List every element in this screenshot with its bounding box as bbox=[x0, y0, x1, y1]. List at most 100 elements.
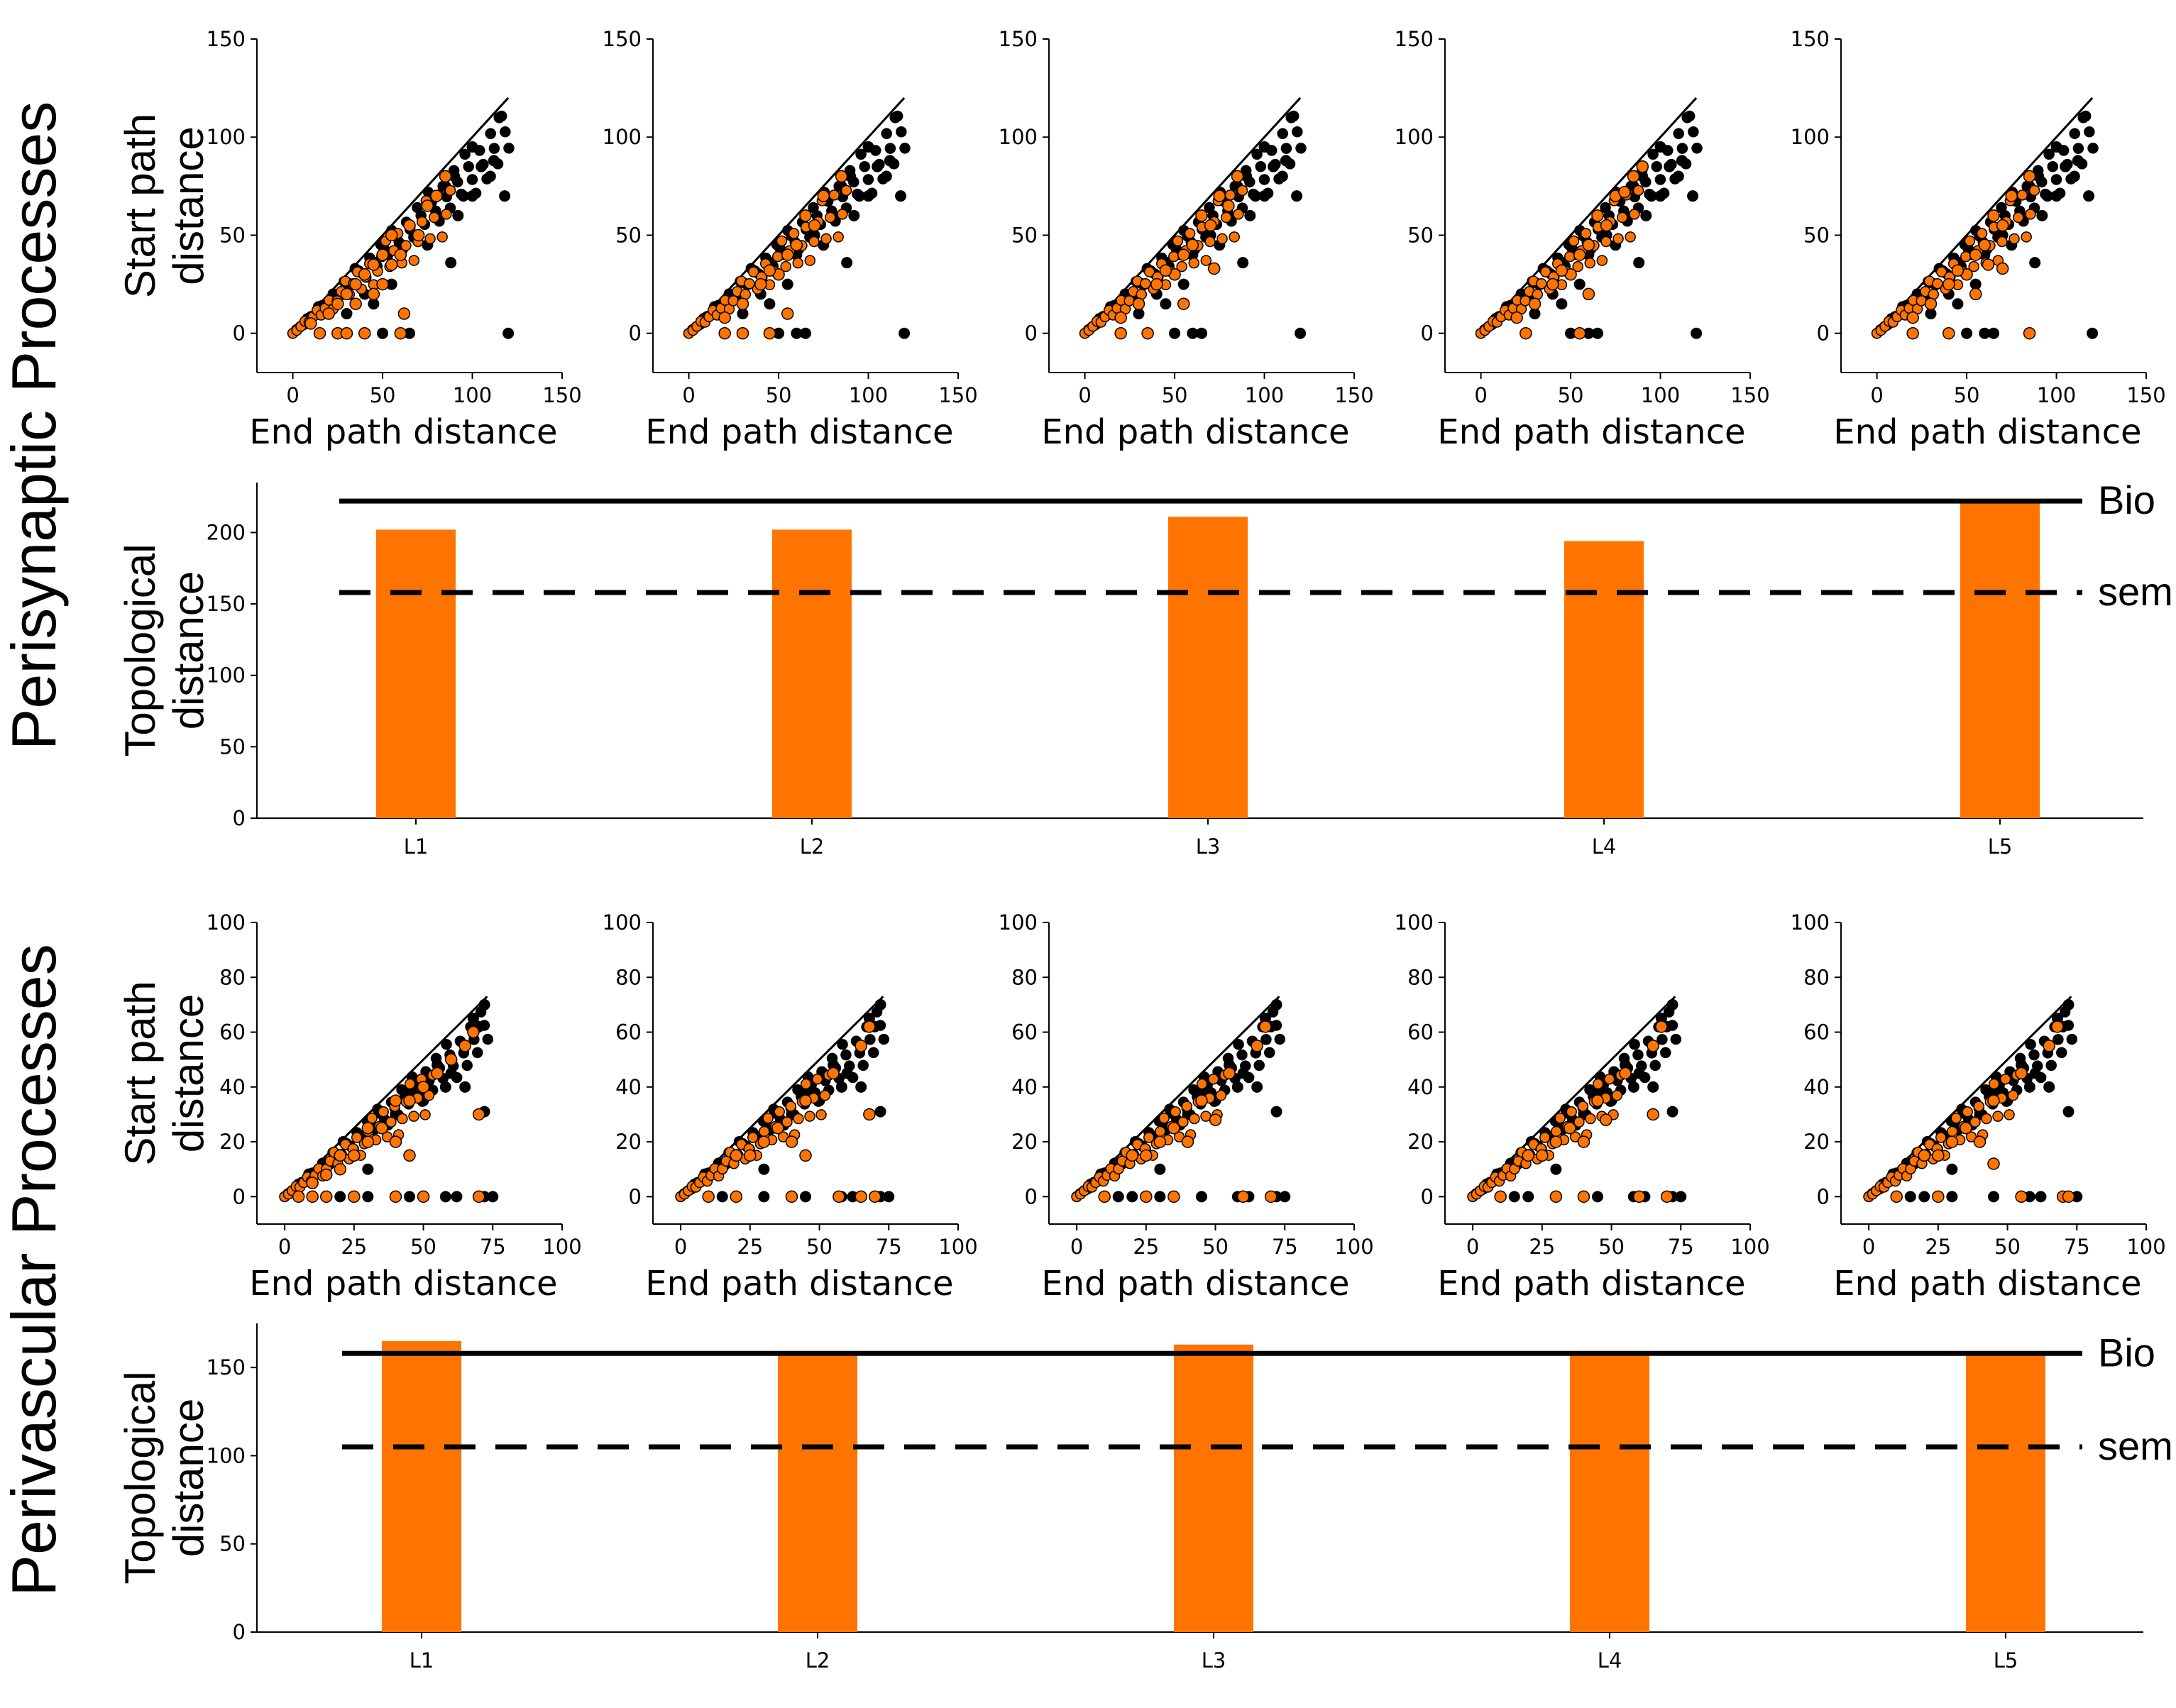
bio-point bbox=[2047, 160, 2059, 172]
model-point bbox=[1153, 1135, 1167, 1148]
bio-point bbox=[758, 1163, 770, 1175]
model-point bbox=[2013, 211, 2024, 224]
bar-l5 bbox=[1960, 502, 2040, 818]
bio-point bbox=[1666, 998, 1678, 1010]
bio-point bbox=[1629, 1039, 1640, 1050]
model-point bbox=[1999, 1073, 2011, 1085]
x-tick-label: L4 bbox=[1598, 1648, 1622, 1673]
bio-point bbox=[1255, 160, 1267, 172]
x-tick-label: 100 bbox=[1641, 383, 1680, 407]
model-point bbox=[1167, 1122, 1180, 1135]
model-point bbox=[757, 1135, 771, 1148]
model-point bbox=[808, 236, 820, 248]
model-point bbox=[385, 1116, 397, 1128]
model-point bbox=[863, 1108, 876, 1121]
bio-point bbox=[476, 160, 488, 172]
x-tick-label: L3 bbox=[1202, 1648, 1226, 1673]
bio-point bbox=[1169, 327, 1181, 339]
bio-point bbox=[484, 170, 496, 182]
bio-point bbox=[1675, 1191, 1687, 1203]
y-tick-label: 0 bbox=[1421, 321, 1434, 346]
x-tick-label: 75 bbox=[1272, 1235, 1298, 1259]
x-tick-label: L5 bbox=[1994, 1648, 2018, 1673]
bio-point bbox=[1133, 308, 1145, 320]
model-point bbox=[1973, 1135, 1987, 1148]
model-point bbox=[1987, 209, 2000, 222]
bio-point bbox=[1249, 190, 1261, 202]
x-tick-label: 75 bbox=[480, 1235, 506, 1259]
x-tick-label: L4 bbox=[1592, 834, 1617, 859]
x-tick-label: 50 bbox=[1598, 1235, 1625, 1259]
bio-point bbox=[466, 190, 478, 202]
bio-point bbox=[1280, 155, 1292, 167]
bio-point bbox=[2072, 143, 2084, 154]
x-tick-label: 100 bbox=[938, 1235, 977, 1259]
model-point bbox=[1168, 250, 1180, 263]
model-point bbox=[1564, 1122, 1576, 1135]
x-tick-label: 50 bbox=[1954, 383, 1980, 407]
bio-point bbox=[385, 278, 397, 290]
bio-point bbox=[1687, 190, 1699, 202]
model-point bbox=[403, 1094, 416, 1107]
y-tick-label: 20 bbox=[219, 1130, 246, 1154]
x-tick-label: 150 bbox=[1730, 383, 1769, 407]
x-tick-label: 150 bbox=[542, 383, 581, 407]
x-tick-label: 25 bbox=[1925, 1235, 1951, 1259]
y-tick-label: 0 bbox=[629, 321, 642, 346]
model-point bbox=[1960, 250, 1972, 263]
bio-point bbox=[461, 1059, 473, 1071]
model-point bbox=[1229, 231, 1240, 243]
model-point bbox=[2043, 1040, 2055, 1052]
model-point bbox=[1969, 287, 1982, 301]
model-point bbox=[1943, 277, 1955, 291]
bio-point bbox=[773, 327, 785, 339]
model-point bbox=[1950, 1112, 1962, 1124]
model-point bbox=[1591, 1094, 1604, 1107]
y-axis-label: Topologicaldistance bbox=[116, 1371, 212, 1584]
y-tick-label: 40 bbox=[1803, 1075, 1830, 1099]
y-tick-label: 40 bbox=[219, 1075, 246, 1099]
bio-point bbox=[1988, 1191, 1999, 1203]
x-tick-label: 100 bbox=[849, 383, 888, 407]
bio-point bbox=[2050, 141, 2062, 153]
y-tick-label: 100 bbox=[207, 125, 246, 149]
x-tick-label: 50 bbox=[1994, 1235, 2021, 1259]
model-point bbox=[1140, 1149, 1153, 1162]
bio-point bbox=[457, 190, 469, 202]
model-point bbox=[1114, 311, 1127, 324]
bio-point bbox=[502, 327, 515, 339]
bio-point bbox=[1688, 126, 1699, 138]
bio-point bbox=[1946, 1163, 1958, 1175]
model-point bbox=[472, 1108, 485, 1121]
bio-point bbox=[884, 155, 896, 167]
x-tick-label: 100 bbox=[2037, 383, 2076, 407]
y-tick-label: 0 bbox=[233, 1620, 246, 1644]
bio-point bbox=[404, 327, 415, 339]
model-point bbox=[424, 233, 436, 245]
model-point bbox=[1996, 236, 2008, 248]
model-point bbox=[1221, 211, 1232, 224]
model-point bbox=[408, 255, 420, 266]
bio-point bbox=[737, 308, 749, 320]
bio-point bbox=[452, 209, 464, 221]
y-tick-label: 50 bbox=[1011, 223, 1038, 247]
model-point bbox=[1612, 233, 1624, 245]
bio-point bbox=[488, 143, 500, 154]
bio-point bbox=[362, 1163, 374, 1175]
bio-point bbox=[1274, 1033, 1286, 1045]
y-axis-label-line2: distance bbox=[165, 1399, 212, 1557]
y-tick-label: 100 bbox=[207, 1443, 246, 1467]
model-point bbox=[467, 1025, 480, 1039]
y-tick-label: 100 bbox=[1395, 125, 1434, 149]
y-tick-label: 20 bbox=[1011, 1130, 1038, 1154]
x-tick-label: 50 bbox=[766, 383, 792, 407]
model-point bbox=[1555, 264, 1568, 277]
y-tick-label: 60 bbox=[1011, 1020, 1038, 1045]
bio-point bbox=[884, 143, 896, 154]
bio-point bbox=[899, 143, 911, 154]
model-point bbox=[1969, 248, 1982, 261]
scatter-panel-l2: 0 50 100 150 0 50 100 150 End path distance bbox=[603, 27, 978, 452]
ref-label-bio: Bio bbox=[2098, 1330, 2155, 1374]
model-point bbox=[1964, 235, 1976, 247]
bio-point bbox=[1241, 170, 1253, 182]
